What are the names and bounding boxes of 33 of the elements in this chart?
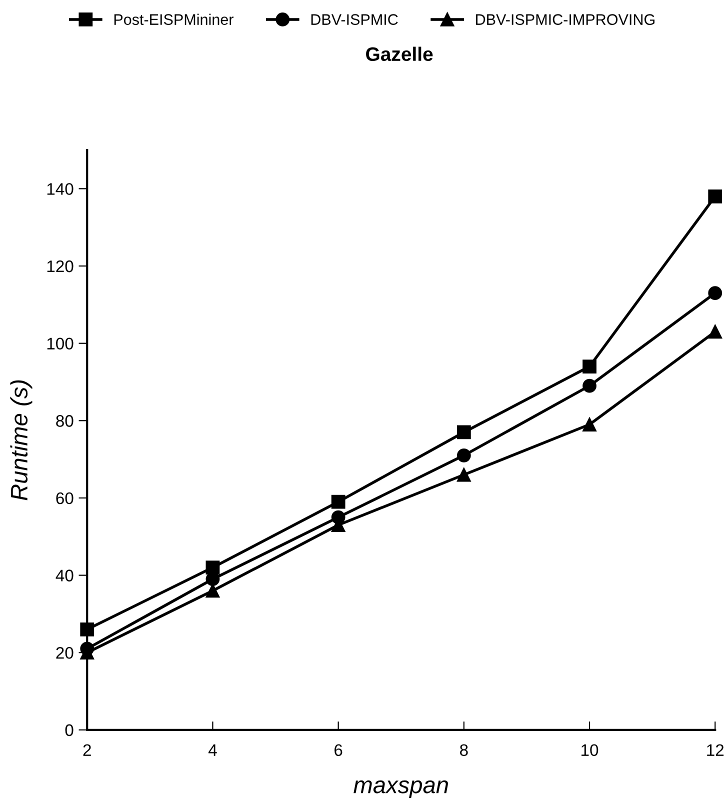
- legend-label: DBV-ISPMIC-IMPROVING: [476, 14, 654, 25]
- legend-label: Post-EISPMininer: [114, 14, 234, 25]
- y-tick-label: 60: [56, 492, 74, 504]
- point: [708, 189, 722, 204]
- point: [206, 560, 220, 574]
- point: [708, 324, 722, 339]
- point: [708, 286, 722, 300]
- y-tick-label: 120: [47, 260, 74, 272]
- point: [456, 468, 471, 482]
- y-tick-label: 100: [47, 338, 74, 350]
- point: [206, 584, 220, 598]
- x-tick-label: 10: [582, 744, 598, 756]
- point: [80, 622, 94, 636]
- x-tick-label: 8: [460, 744, 468, 756]
- point: [456, 425, 471, 440]
- y-axis-title: Runtime (s): [10, 380, 32, 500]
- y-tick-label: 40: [56, 570, 74, 582]
- y-tick-label: 80: [56, 415, 74, 427]
- y-tick-label: 0: [65, 724, 74, 736]
- x-tick-label: 4: [208, 744, 217, 756]
- y-tick-label: 140: [47, 183, 74, 195]
- point: [582, 378, 596, 393]
- x-tick-label: 12: [707, 744, 724, 756]
- point: [582, 360, 596, 374]
- x-tick-label: 6: [334, 744, 342, 756]
- point: [456, 448, 471, 462]
- x-axis-title: maxspan: [354, 780, 448, 798]
- chart-title: Gazelle: [366, 46, 433, 62]
- legend-label: DBV-ISPMIC: [311, 14, 398, 25]
- point: [582, 418, 596, 432]
- x-tick-label: 2: [83, 744, 91, 756]
- point: [331, 494, 346, 509]
- y-tick-label: 20: [56, 646, 74, 659]
